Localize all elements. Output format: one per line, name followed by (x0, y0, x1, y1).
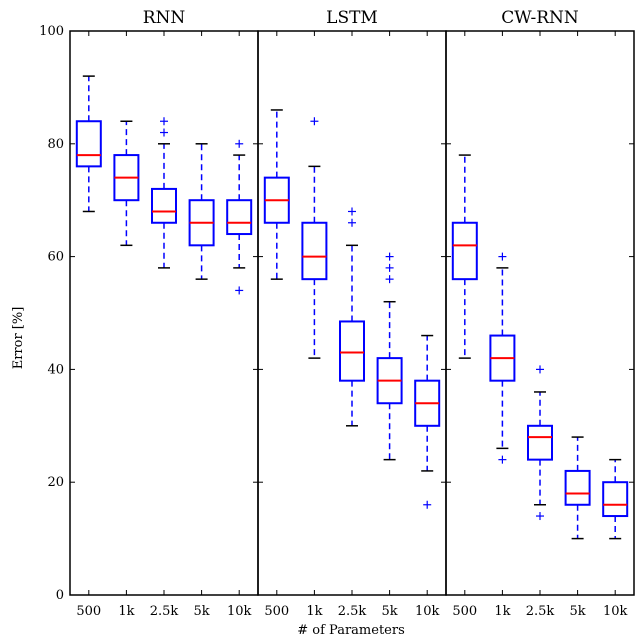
panels-layer: 500 1k 2.5k 5k 10k RNN 500 1k 2.5k 5k 10k LSTM 500 1k… (69, 8, 635, 619)
x-tick-label: 2.5k (338, 604, 367, 619)
box-cw-rnn-5k (564, 436, 591, 540)
box-cw-rnn-1k (489, 252, 516, 464)
x-tick-label: 10k (415, 604, 440, 619)
box-iqr (564, 469, 591, 506)
x-tick-label: 500 (264, 604, 289, 619)
box-rnn-10k (226, 139, 253, 295)
box-lstm-10k (414, 334, 441, 509)
x-tick-label: 2.5k (526, 604, 555, 619)
box-lstm-2.5k (339, 207, 365, 427)
x-tick-label: 1k (118, 604, 134, 619)
box-iqr (451, 221, 478, 281)
box-rnn-500 (75, 75, 102, 213)
x-tick-label: 5k (570, 604, 586, 619)
outlier-marker (423, 500, 432, 509)
box-iqr (301, 221, 328, 281)
outlier-marker (536, 512, 544, 521)
outlier-marker (385, 263, 394, 272)
box-cw-rnn-10k (602, 458, 629, 540)
box-cw-rnn-2.5k (527, 365, 553, 521)
panel-cw-rnn: 500 1k 2.5k 5k 10k CW-RNN (445, 8, 635, 619)
panel-frame (445, 30, 635, 596)
x-tick-label: 500 (76, 604, 101, 619)
x-tick-label: 1k (306, 604, 322, 619)
outlier-marker (310, 117, 319, 126)
y-tick-label: 60 (47, 250, 64, 265)
box-rnn-5k (188, 143, 215, 280)
x-tick-label: 10k (603, 604, 628, 619)
box-lstm-5k (376, 252, 403, 461)
box-rnn-2.5k (151, 117, 177, 269)
outlier-marker (235, 286, 244, 295)
x-tick-label: 5k (194, 604, 210, 619)
x-tick-label: 2.5k (150, 604, 179, 619)
panel-title: RNN (143, 8, 186, 28)
x-axis-label: # of Parameters (297, 623, 405, 638)
box-iqr (226, 199, 253, 236)
outlier-marker (385, 252, 394, 261)
y-tick-label: 40 (47, 362, 64, 377)
y-axis: 0 20 40 60 80 100 (39, 24, 64, 603)
outlier-marker (235, 139, 244, 148)
outlier-marker (536, 365, 544, 374)
outlier-marker (348, 218, 356, 227)
x-tick-label: 1k (494, 604, 510, 619)
x-tick-label: 10k (227, 604, 252, 619)
y-tick-label: 20 (47, 475, 64, 490)
box-lstm-1k (301, 117, 328, 359)
box-iqr (602, 481, 629, 518)
box-lstm-500 (263, 109, 290, 280)
box-iqr (75, 120, 102, 168)
panel-rnn: 500 1k 2.5k 5k 10k RNN (69, 8, 259, 619)
box-iqr (527, 424, 553, 461)
x-tick-label: 5k (382, 604, 398, 619)
outlier-marker (348, 207, 356, 216)
outlier-marker (160, 128, 168, 137)
panel-lstm: 500 1k 2.5k 5k 10k LSTM (257, 8, 447, 619)
box-iqr (339, 320, 365, 382)
outlier-marker (160, 117, 168, 126)
y-tick-label: 80 (47, 137, 64, 152)
box-iqr (151, 187, 177, 224)
x-tick-label: 500 (452, 604, 477, 619)
box-cw-rnn-500 (451, 154, 478, 359)
panel-frame (257, 30, 447, 596)
panel-title: CW-RNN (501, 8, 579, 28)
box-rnn-1k (113, 120, 140, 247)
y-tick-label: 0 (56, 588, 64, 603)
y-axis-label: Error [%] (11, 307, 26, 370)
y-tick-label: 100 (39, 24, 64, 39)
panel-frame (69, 30, 259, 596)
panel-title: LSTM (326, 8, 378, 28)
outlier-marker (498, 252, 507, 261)
outlier-marker (385, 275, 394, 284)
outlier-marker (498, 455, 507, 464)
